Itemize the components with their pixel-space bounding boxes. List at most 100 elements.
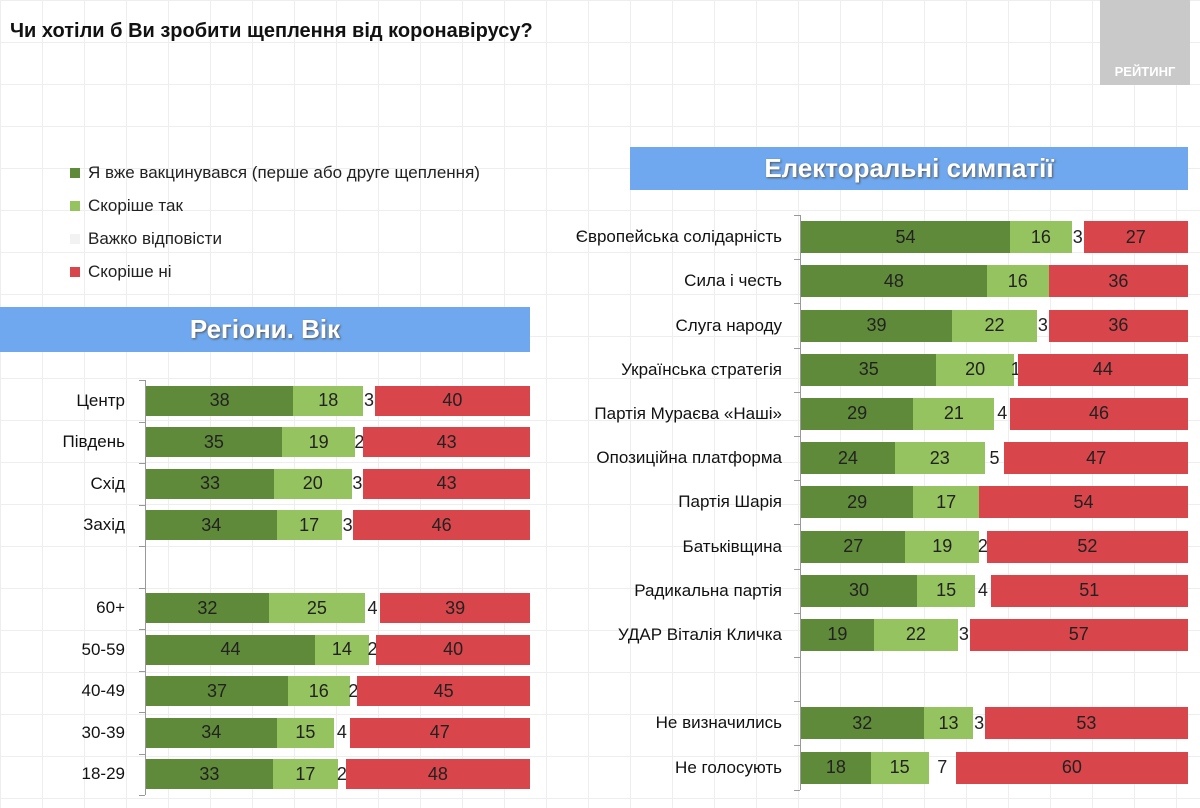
data-label: 19 — [308, 431, 329, 452]
bar-rather-yes: 17 — [913, 486, 979, 519]
bar-hard-to-say: 2 — [354, 427, 364, 457]
data-label: 44 — [220, 639, 241, 660]
data-label: 22 — [984, 315, 1005, 335]
data-label: 47 — [429, 722, 450, 743]
bar-rather-yes: 20 — [274, 468, 352, 499]
y-tick — [794, 347, 800, 349]
data-label: 5 — [989, 447, 1000, 468]
bar-vaccinated: 34 — [146, 510, 277, 541]
data-label: 2 — [336, 763, 347, 784]
bar-hard-to-say: 3 — [958, 619, 969, 651]
bar-rather-yes: 15 — [870, 751, 929, 784]
row-label: УДАР Віталія Кличка — [617, 624, 782, 644]
bar-hard-to-say: 3 — [352, 469, 364, 499]
row-label: 60+ — [96, 598, 125, 618]
bar-vaccinated: 29 — [801, 486, 914, 519]
data-label: 32 — [852, 712, 873, 733]
bar-vaccinated: 44 — [146, 634, 315, 665]
row-label: 18-29 — [81, 764, 125, 784]
row-label: 40-49 — [81, 681, 125, 701]
row-label: Партія Мураєва «Наші» — [594, 403, 782, 423]
bar-vaccinated: 37 — [146, 676, 289, 707]
data-label: 4 — [367, 597, 378, 618]
bar-rather-no: 52 — [986, 530, 1188, 563]
data-label: 40 — [442, 390, 463, 411]
bar-rather-yes: 18 — [293, 385, 364, 416]
bar-hard-to-say: 4 — [365, 593, 380, 623]
bar-vaccinated: 32 — [801, 707, 924, 740]
bar-vaccinated: 33 — [146, 759, 273, 790]
y-tick — [139, 712, 145, 713]
data-label: 60 — [1061, 757, 1082, 777]
row-label: Опозиційна платформа — [596, 448, 782, 468]
legend-item: Важко відповісти — [70, 222, 550, 255]
data-label: 39 — [866, 315, 887, 335]
y-tick — [139, 587, 145, 589]
data-label: 4 — [997, 403, 1008, 424]
bar-rather-no: 36 — [1048, 265, 1188, 298]
bar-rather-yes: 25 — [268, 593, 365, 624]
data-label: 13 — [938, 712, 959, 733]
data-label: 37 — [207, 680, 228, 701]
bar-rather-no: 47 — [349, 717, 530, 748]
data-label: 21 — [943, 403, 964, 424]
data-label: 2 — [348, 680, 359, 701]
bar-hard-to-say: 4 — [995, 398, 1010, 430]
bar-vaccinated: 39 — [801, 309, 952, 342]
data-label: 3 — [1072, 226, 1083, 247]
legend-label: Скоріше так — [88, 195, 183, 215]
bar-rather-yes: 17 — [276, 510, 342, 541]
bar-vaccinated: 32 — [146, 593, 269, 624]
data-label: 54 — [895, 226, 916, 247]
data-label: 3 — [974, 712, 985, 733]
data-label: 44 — [1092, 359, 1113, 380]
data-label: 38 — [209, 390, 230, 411]
data-label: 18 — [318, 390, 339, 411]
bar-rather-no: 40 — [374, 385, 530, 416]
bar-rather-no: 44 — [1017, 353, 1188, 386]
data-label: 22 — [905, 624, 926, 645]
bar-hard-to-say: 2 — [978, 531, 988, 563]
bar-rather-no: 39 — [380, 593, 530, 624]
bar-rather-no: 46 — [353, 510, 530, 541]
bar-vaccinated: 35 — [801, 353, 937, 386]
y-tick — [139, 380, 145, 381]
legend-item: Скоріше так — [70, 189, 550, 222]
y-tick — [139, 421, 145, 423]
bar-rather-no: 48 — [345, 759, 530, 790]
data-label: 3 — [342, 514, 353, 535]
data-label: 3 — [352, 473, 363, 494]
data-label: 39 — [445, 597, 466, 618]
bar-hard-to-say: 1 — [1011, 354, 1021, 386]
bar-hard-to-say: 2 — [368, 635, 378, 665]
bar-vaccinated: 18 — [801, 751, 871, 784]
legend-swatch — [70, 266, 80, 277]
data-label: 36 — [1108, 315, 1129, 335]
bar-vaccinated: 27 — [801, 530, 906, 563]
y-tick — [794, 568, 800, 570]
data-label: 46 — [1088, 403, 1109, 424]
rating-logo: РЕЙТИНГ — [1100, 0, 1190, 85]
row-label: Не визначились — [655, 713, 782, 733]
data-label: 33 — [199, 473, 221, 494]
y-tick — [794, 745, 800, 747]
data-label: 3 — [1037, 315, 1048, 335]
y-tick — [794, 789, 800, 791]
bar-vaccinated: 38 — [146, 385, 294, 416]
data-label: 16 — [1007, 270, 1028, 291]
y-tick — [794, 436, 800, 437]
bar-hard-to-say: 3 — [1072, 221, 1084, 253]
data-label: 17 — [936, 491, 957, 512]
data-label: 29 — [847, 491, 868, 512]
bar-hard-to-say: 3 — [1037, 310, 1049, 342]
bar-hard-to-say: 3 — [973, 707, 984, 739]
bar-hard-to-say: 4 — [334, 718, 349, 748]
data-label: 19 — [932, 536, 953, 556]
data-label: 15 — [936, 580, 957, 601]
bar-rather-no: 53 — [984, 707, 1188, 740]
bar-rather-no: 43 — [363, 427, 530, 458]
bar-rather-yes: 16 — [986, 265, 1049, 298]
data-label: 34 — [201, 514, 222, 535]
banner-regions-age: Регіони. Вік — [0, 307, 530, 352]
data-label: 3 — [364, 390, 375, 411]
